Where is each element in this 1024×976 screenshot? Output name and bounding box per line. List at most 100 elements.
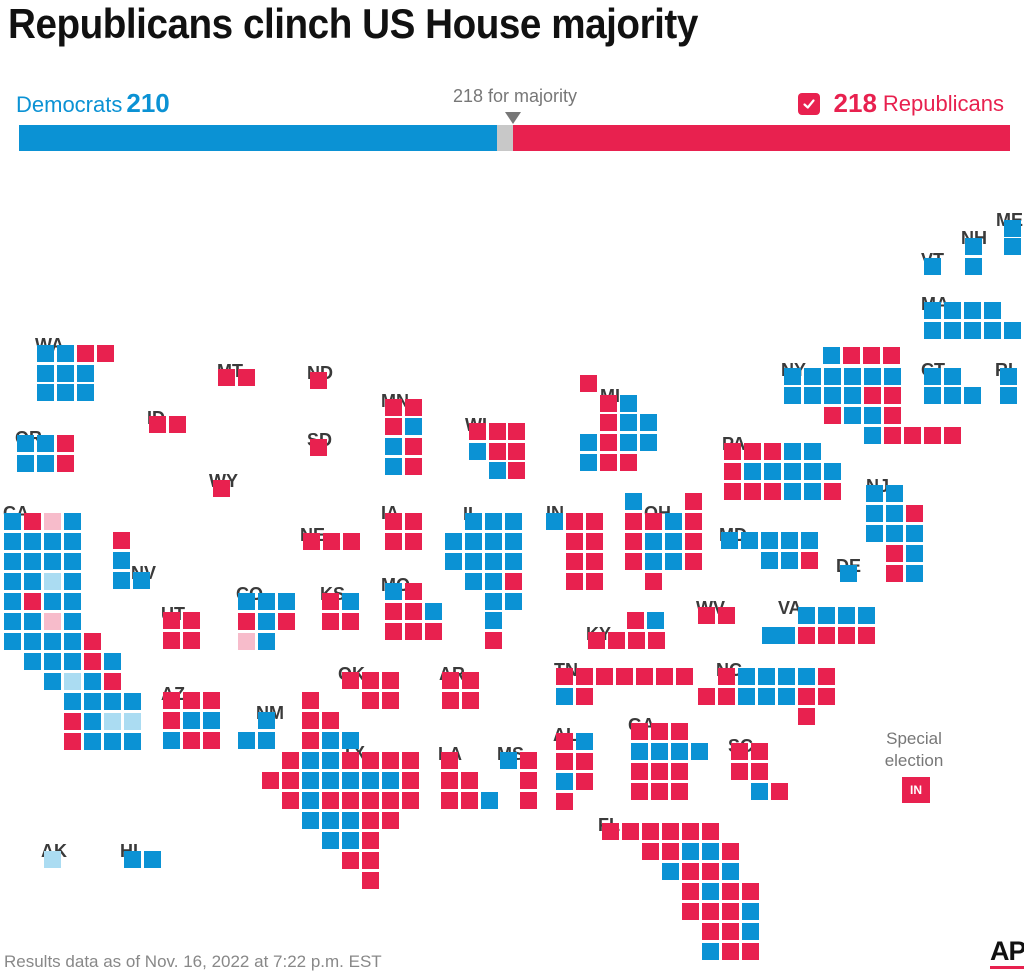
district-nc-5-democrat xyxy=(798,668,815,685)
district-oh-3-republican xyxy=(625,513,642,530)
district-id-2-republican xyxy=(169,416,186,433)
district-ga-3-republican xyxy=(671,723,688,740)
state-group-or: OR xyxy=(15,428,74,472)
district-va-10-democrat xyxy=(762,627,779,644)
district-fl-15-democrat xyxy=(722,863,739,880)
district-oh-4-republican xyxy=(645,513,662,530)
district-mn-2-republican xyxy=(405,399,422,416)
district-ok-5-republican xyxy=(382,692,399,709)
district-pa-4-democrat xyxy=(784,443,801,460)
district-pa-13-republican xyxy=(744,483,761,500)
district-nd-1-republican xyxy=(310,372,327,389)
district-pa-17-republican xyxy=(824,483,841,500)
district-ca-46-democrat-leading xyxy=(124,713,141,730)
special-election-legend-title: Special election xyxy=(884,729,944,770)
district-ny-3-republican xyxy=(863,347,880,364)
district-tx-6-republican xyxy=(362,752,379,769)
district-md-4-democrat xyxy=(781,532,798,549)
district-nj-8-democrat xyxy=(906,525,923,542)
district-tn-4-republican xyxy=(616,668,633,685)
district-ks-1-republican xyxy=(322,593,339,610)
district-ky-5-republican xyxy=(628,632,645,649)
state-group-va: VA xyxy=(762,598,875,644)
district-ca-10-democrat xyxy=(24,553,41,570)
district-ma-5-democrat xyxy=(924,322,941,339)
district-tx-10-republican xyxy=(282,772,299,789)
district-fl-18-republican xyxy=(722,883,739,900)
district-ma-3-democrat xyxy=(964,302,981,319)
district-ca-22-democrat xyxy=(24,613,41,630)
district-ca-50-democrat xyxy=(124,733,141,750)
district-ny-1-democrat xyxy=(823,347,840,364)
district-in-7-republican xyxy=(586,553,603,570)
state-group-nh: NH xyxy=(961,228,987,275)
district-fl-9-democrat xyxy=(682,843,699,860)
district-ct-4-democrat xyxy=(944,387,961,404)
district-nc-6-republican xyxy=(818,668,835,685)
district-ca-24-democrat xyxy=(64,613,81,630)
district-tn-7-republican xyxy=(676,668,693,685)
district-tx-7-republican xyxy=(382,752,399,769)
district-nc-10-democrat xyxy=(758,688,775,705)
district-la-5-republican xyxy=(461,792,478,809)
district-ak-1-democrat-leading xyxy=(44,851,61,868)
district-in-1-democrat xyxy=(546,513,563,530)
district-tx-24-democrat xyxy=(302,812,319,829)
district-tn-3-republican xyxy=(596,668,613,685)
district-nj-9-republican xyxy=(886,545,903,562)
district-ri-1-democrat xyxy=(1000,368,1017,385)
district-ok-1-republican xyxy=(342,672,359,689)
district-oh-1-democrat xyxy=(625,493,642,510)
district-ky-6-republican xyxy=(648,632,665,649)
district-mo-5-democrat xyxy=(425,603,442,620)
state-group-mn: MN xyxy=(381,391,422,475)
district-ok-2-republican xyxy=(362,672,379,689)
district-ct-1-democrat xyxy=(924,368,941,385)
majority-label: 218 for majority xyxy=(453,86,578,106)
district-ca-15-democrat-leading xyxy=(44,573,61,590)
district-tx-38-democrat xyxy=(342,732,359,749)
state-group-ut: UT xyxy=(161,604,200,649)
district-tn-2-republican xyxy=(576,668,593,685)
district-md-5-democrat xyxy=(801,532,818,549)
district-fl-19-republican xyxy=(742,883,759,900)
district-ca-19-democrat xyxy=(44,593,61,610)
district-ks-3-republican xyxy=(322,613,339,630)
district-in-9-republican xyxy=(586,573,603,590)
district-in-4-republican xyxy=(566,533,583,550)
district-nj-10-democrat xyxy=(906,545,923,562)
district-tx-27-republican xyxy=(362,812,379,829)
district-il-8-democrat xyxy=(445,553,462,570)
district-il-2-democrat xyxy=(485,513,502,530)
district-or-5-democrat xyxy=(37,455,54,472)
district-wa-2-democrat xyxy=(57,345,74,362)
district-ca-42-democrat xyxy=(124,693,141,710)
district-nc-3-democrat xyxy=(758,668,775,685)
district-tx-5-republican xyxy=(342,752,359,769)
district-ny-17-republican xyxy=(824,407,841,424)
district-wi-1-republican xyxy=(469,423,486,440)
district-co-6-republican xyxy=(278,613,295,630)
district-wi-5-republican xyxy=(489,443,506,460)
district-sc-2-republican xyxy=(751,743,768,760)
state-group-me: ME xyxy=(996,210,1023,255)
district-oh-8-democrat xyxy=(645,533,662,550)
state-group-il: IL xyxy=(445,504,522,649)
district-tx-12-democrat xyxy=(322,772,339,789)
district-pa-6-republican xyxy=(724,463,741,480)
district-fl-11-republican xyxy=(722,843,739,860)
district-pa-5-democrat xyxy=(804,443,821,460)
district-ct-3-democrat xyxy=(924,387,941,404)
district-nh-1-democrat xyxy=(965,238,982,255)
district-az-7-democrat xyxy=(163,732,180,749)
district-ca-11-democrat xyxy=(44,553,61,570)
district-ca-38-republican xyxy=(104,673,121,690)
district-tx-3-republican xyxy=(302,732,319,749)
district-pa-1-republican xyxy=(724,443,741,460)
district-ca-25-democrat xyxy=(4,633,21,650)
district-oh-14-republican xyxy=(685,553,702,570)
district-oh-2-republican xyxy=(685,493,702,510)
district-mo-2-republican xyxy=(405,583,422,600)
district-al-7-republican xyxy=(556,793,573,810)
district-nc-4-democrat xyxy=(778,668,795,685)
